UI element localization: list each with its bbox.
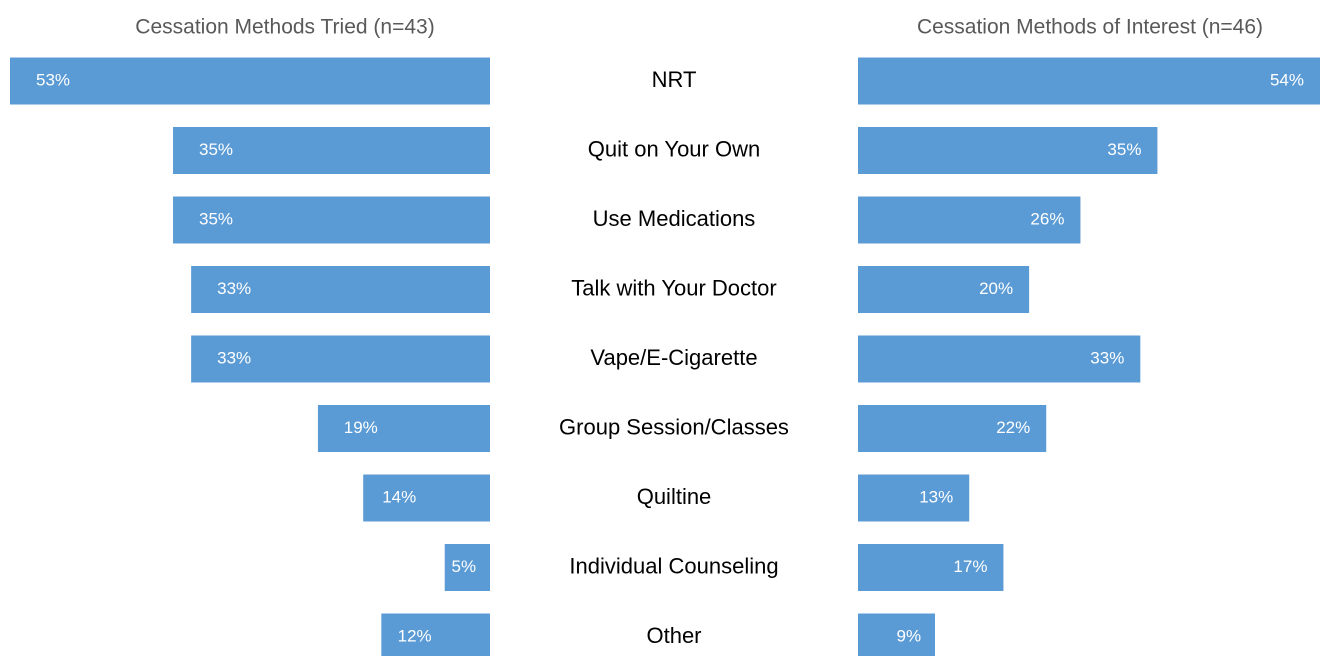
value-label: 33% <box>217 279 251 298</box>
value-label: 20% <box>979 279 1013 298</box>
value-label: 17% <box>953 557 987 576</box>
bar <box>381 613 490 656</box>
value-label: 12% <box>398 626 432 645</box>
bar <box>191 335 490 383</box>
bar <box>317 405 490 452</box>
category-label: NRT <box>652 67 697 92</box>
bar <box>858 57 1320 105</box>
category-label: Talk with Your Doctor <box>571 275 776 300</box>
category-label: Use Medications <box>593 206 756 231</box>
category-label: Other <box>646 623 701 648</box>
value-label: 13% <box>919 487 953 506</box>
value-label: 14% <box>382 487 416 506</box>
right-title: Cessation Methods of Interest (n=46) <box>917 16 1263 39</box>
category-label: Group Session/Classes <box>559 414 789 439</box>
bar <box>858 613 935 656</box>
bar <box>191 266 490 313</box>
bar <box>858 544 1004 591</box>
value-label: 33% <box>1090 348 1124 367</box>
bar <box>858 127 1158 174</box>
bar <box>444 544 490 591</box>
bar <box>173 196 491 244</box>
category-label: Vape/E-Cigarette <box>590 345 757 370</box>
value-label: 35% <box>199 140 233 159</box>
bar <box>858 266 1030 313</box>
bar <box>858 335 1141 383</box>
value-label: 22% <box>996 418 1030 437</box>
bar <box>10 57 490 105</box>
value-label: 53% <box>36 70 70 89</box>
bar <box>363 474 490 522</box>
value-label: 26% <box>1030 209 1064 228</box>
bar <box>858 474 970 522</box>
category-label: Individual Counseling <box>569 553 778 578</box>
bar <box>858 196 1081 244</box>
bar <box>858 405 1047 452</box>
value-label: 5% <box>452 557 477 576</box>
left-title: Cessation Methods Tried (n=43) <box>135 16 434 39</box>
value-label: 35% <box>199 209 233 228</box>
value-label: 35% <box>1107 140 1141 159</box>
value-label: 54% <box>1270 70 1304 89</box>
category-label: Quit on Your Own <box>588 136 760 161</box>
bar <box>173 127 491 174</box>
value-label: 9% <box>897 626 922 645</box>
category-label: Quiltine <box>637 484 712 509</box>
value-label: 19% <box>344 418 378 437</box>
value-label: 33% <box>217 348 251 367</box>
